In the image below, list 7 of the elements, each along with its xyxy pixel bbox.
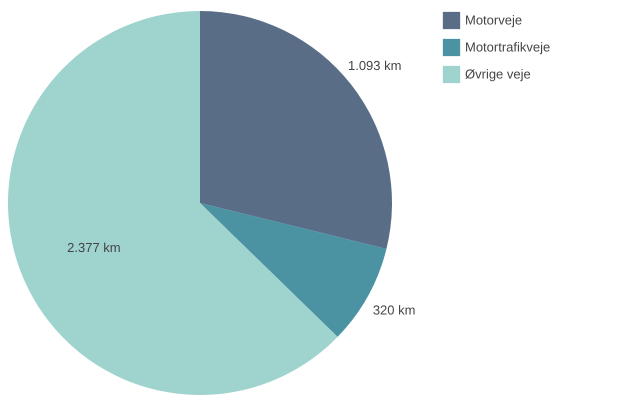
pie-slice xyxy=(8,11,338,395)
legend-label: Øvrige veje xyxy=(465,66,531,82)
legend-label: Motortrafikveje xyxy=(465,40,550,54)
data-label: 1.093 km xyxy=(348,58,402,74)
data-label: 2.377 km xyxy=(67,240,121,255)
legend-label: Motorveje xyxy=(465,12,522,28)
data-label: 320 km xyxy=(372,302,416,318)
